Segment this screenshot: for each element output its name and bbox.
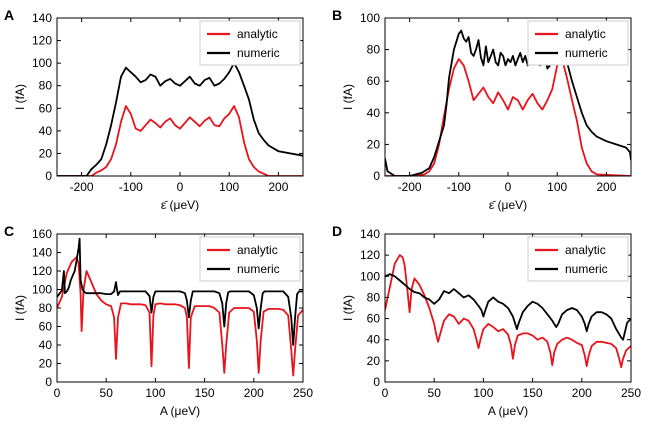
- panel-letter: B: [332, 7, 342, 23]
- y-tick-label: 60: [39, 101, 53, 115]
- x-tick-label: 150: [195, 386, 215, 400]
- panel-letter: D: [332, 223, 342, 239]
- x-tick-label: 50: [100, 386, 114, 400]
- x-tick-label: 100: [547, 180, 567, 194]
- legend-box: [199, 236, 301, 282]
- y-tick-label: 120: [32, 264, 52, 278]
- x-tick-label: 0: [382, 386, 389, 400]
- y-tick-label: 20: [367, 137, 381, 151]
- y-tick-label: 140: [32, 246, 52, 260]
- y-tick-label: 20: [39, 357, 53, 371]
- legend-label-numeric: numeric: [237, 262, 280, 276]
- legend-label-analytic: analytic: [565, 243, 606, 257]
- y-tick-label: 140: [32, 11, 52, 25]
- x-axis-label: A (μeV): [160, 404, 200, 418]
- legend-label-analytic: analytic: [565, 27, 606, 41]
- numeric-series-line: [57, 237, 303, 346]
- y-tick-label: 100: [32, 283, 52, 297]
- y-tick-label: 0: [373, 169, 380, 183]
- x-tick-label: -100: [447, 180, 471, 194]
- x-tick-label: 200: [596, 180, 616, 194]
- panel-d: 0 50 100 150 200 250 0 20 40 60 80 100 120 140 A (μeV)…: [332, 223, 641, 418]
- legend-label-analytic: analytic: [237, 243, 278, 257]
- y-tick-label: 40: [39, 124, 53, 138]
- panel-b: -200 -100 0 100 200 0 20 40 60 80 100 ε̄ (μeV) I (fA…: [332, 7, 632, 212]
- y-tick-label: 40: [39, 338, 53, 352]
- legend-label-numeric: numeric: [565, 46, 608, 60]
- x-tick-label: 200: [268, 180, 288, 194]
- y-tick-label: 0: [373, 375, 380, 389]
- x-tick-label: 50: [428, 386, 442, 400]
- panel-letter: C: [4, 223, 14, 239]
- x-tick-label: 250: [621, 386, 641, 400]
- y-tick-label: 60: [39, 320, 53, 334]
- analytic-series-line: [57, 105, 303, 176]
- panel-c: 0 50 100 150 200 250 0 20 40 60 80 100 120 140 160 A (μ…: [4, 223, 313, 418]
- y-tick-label: 120: [32, 34, 52, 48]
- x-tick-label: 150: [523, 386, 543, 400]
- legend-label-analytic: analytic: [237, 27, 278, 41]
- panel-letter: A: [4, 7, 14, 23]
- x-tick-label: 0: [54, 386, 61, 400]
- x-tick-label: -100: [119, 180, 143, 194]
- x-tick-label: 100: [145, 386, 165, 400]
- y-tick-label: 40: [367, 333, 381, 347]
- y-tick-label: 60: [367, 312, 381, 326]
- y-tick-label: 0: [45, 169, 52, 183]
- x-tick-label: 100: [219, 180, 239, 194]
- y-tick-label: 20: [367, 354, 381, 368]
- x-axis-label: ε̄ (μeV): [161, 198, 199, 212]
- y-tick-label: 80: [39, 301, 53, 315]
- y-tick-label: 120: [360, 248, 380, 262]
- x-tick-label: 200: [244, 386, 264, 400]
- y-tick-label: 80: [367, 43, 381, 57]
- y-tick-label: 0: [45, 375, 52, 389]
- y-tick-label: 100: [360, 11, 380, 25]
- y-axis-label: I (fA): [13, 84, 27, 110]
- x-tick-label: 250: [293, 386, 313, 400]
- y-tick-label: 100: [360, 269, 380, 283]
- analytic-series-line: [385, 254, 631, 369]
- y-tick-label: 40: [367, 106, 381, 120]
- y-tick-label: 160: [32, 227, 52, 241]
- legend-box: [199, 20, 301, 66]
- x-tick-label: -200: [70, 180, 94, 194]
- numeric-series-line: [385, 273, 631, 341]
- y-axis-label: I (fA): [13, 295, 27, 321]
- x-axis-label: A (μeV): [488, 404, 528, 418]
- plot-frame: [384, 233, 632, 383]
- analytic-series-line: [57, 256, 303, 377]
- numeric-series-line: [57, 62, 303, 176]
- analytic-series-line: [385, 58, 631, 176]
- legend-box: [527, 236, 629, 282]
- legend-box: [527, 20, 629, 66]
- y-axis-label: I (fA): [341, 295, 355, 321]
- panel-a: -200 -100 0 100 200 0 20 40 60 80 100 120 140 ε̄ (μeV…: [4, 7, 304, 212]
- y-tick-label: 80: [367, 290, 381, 304]
- y-tick-label: 60: [367, 74, 381, 88]
- y-tick-label: 140: [360, 227, 380, 241]
- x-tick-label: 200: [572, 386, 592, 400]
- x-tick-label: 0: [505, 180, 512, 194]
- y-tick-label: 20: [39, 146, 53, 160]
- x-axis-label: ε̄ (μeV): [489, 198, 527, 212]
- y-axis-label: I (fA): [341, 84, 355, 110]
- x-tick-label: 0: [177, 180, 184, 194]
- x-tick-label: -200: [398, 180, 422, 194]
- y-tick-label: 100: [32, 56, 52, 70]
- y-tick-label: 80: [39, 79, 53, 93]
- legend-label-numeric: numeric: [565, 262, 608, 276]
- legend-label-numeric: numeric: [237, 46, 280, 60]
- x-tick-label: 100: [473, 386, 493, 400]
